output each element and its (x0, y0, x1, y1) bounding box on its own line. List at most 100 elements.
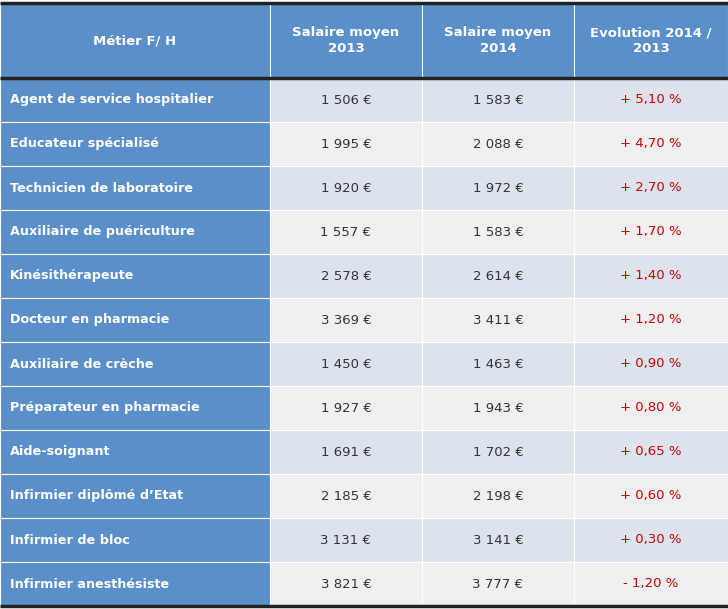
Text: 3 411 €: 3 411 € (472, 314, 523, 326)
Text: 1 943 €: 1 943 € (472, 401, 523, 415)
Bar (0, 166, 270, 210)
Bar (422, 474, 574, 518)
Text: + 0,80 %: + 0,80 % (620, 401, 681, 415)
Bar (0, 210, 270, 254)
Text: Infirmier diplômé d’Etat: Infirmier diplômé d’Etat (10, 490, 183, 502)
Bar (574, 254, 728, 298)
Text: 1 583 €: 1 583 € (472, 225, 523, 239)
Text: 1 920 €: 1 920 € (320, 181, 371, 194)
Text: 1 463 €: 1 463 € (472, 357, 523, 370)
Text: Educateur spécialisé: Educateur spécialisé (10, 138, 159, 150)
Bar (0, 298, 270, 342)
Text: Agent de service hospitalier: Agent de service hospitalier (10, 94, 213, 107)
Text: + 0,65 %: + 0,65 % (620, 446, 681, 459)
Text: Infirmier anesthésiste: Infirmier anesthésiste (10, 577, 169, 591)
Text: 3 141 €: 3 141 € (472, 533, 523, 546)
Text: 2 614 €: 2 614 € (472, 270, 523, 283)
Bar (422, 518, 574, 562)
Bar (0, 78, 270, 122)
Bar (270, 298, 422, 342)
Bar (270, 562, 422, 606)
Bar (422, 122, 574, 166)
Text: 2 578 €: 2 578 € (320, 270, 371, 283)
Bar (574, 474, 728, 518)
Bar (574, 298, 728, 342)
Text: + 1,70 %: + 1,70 % (620, 225, 682, 239)
Text: 1 927 €: 1 927 € (320, 401, 371, 415)
Bar (270, 78, 422, 122)
Text: + 4,70 %: + 4,70 % (620, 138, 681, 150)
Text: 1 972 €: 1 972 € (472, 181, 523, 194)
Text: 2 185 €: 2 185 € (320, 490, 371, 502)
Bar (422, 562, 574, 606)
Text: + 0,30 %: + 0,30 % (620, 533, 681, 546)
Bar (422, 430, 574, 474)
Text: + 0,90 %: + 0,90 % (620, 357, 681, 370)
Bar (574, 3, 728, 78)
Bar (0, 342, 270, 386)
Bar (422, 254, 574, 298)
Text: Métier F/ H: Métier F/ H (93, 34, 177, 47)
Bar (0, 122, 270, 166)
Text: 3 821 €: 3 821 € (320, 577, 371, 591)
Text: + 2,70 %: + 2,70 % (620, 181, 682, 194)
Bar (270, 122, 422, 166)
Text: Aide-soignant: Aide-soignant (10, 446, 111, 459)
Text: + 1,40 %: + 1,40 % (620, 270, 681, 283)
Bar (574, 122, 728, 166)
Bar (422, 298, 574, 342)
Text: Auxiliaire de puériculture: Auxiliaire de puériculture (10, 225, 195, 239)
Bar (270, 254, 422, 298)
Text: 3 369 €: 3 369 € (320, 314, 371, 326)
Bar (574, 78, 728, 122)
Text: 1 583 €: 1 583 € (472, 94, 523, 107)
Bar (270, 518, 422, 562)
Text: Infirmier de bloc: Infirmier de bloc (10, 533, 130, 546)
Bar (270, 342, 422, 386)
Text: 1 506 €: 1 506 € (320, 94, 371, 107)
Bar (0, 518, 270, 562)
Text: + 5,10 %: + 5,10 % (620, 94, 682, 107)
Text: 2 088 €: 2 088 € (472, 138, 523, 150)
Bar (270, 3, 422, 78)
Bar (574, 166, 728, 210)
Text: 1 995 €: 1 995 € (320, 138, 371, 150)
Text: + 0,60 %: + 0,60 % (620, 490, 681, 502)
Bar (270, 166, 422, 210)
Text: 3 131 €: 3 131 € (320, 533, 371, 546)
Bar (574, 386, 728, 430)
Bar (0, 474, 270, 518)
Text: 1 450 €: 1 450 € (320, 357, 371, 370)
Text: 1 691 €: 1 691 € (320, 446, 371, 459)
Bar (0, 254, 270, 298)
Bar (422, 166, 574, 210)
Bar (422, 3, 574, 78)
Text: Kinésithérapeute: Kinésithérapeute (10, 270, 135, 283)
Bar (0, 562, 270, 606)
Bar (574, 562, 728, 606)
Text: Préparateur en pharmacie: Préparateur en pharmacie (10, 401, 199, 415)
Bar (422, 210, 574, 254)
Text: 2 198 €: 2 198 € (472, 490, 523, 502)
Text: - 1,20 %: - 1,20 % (623, 577, 678, 591)
Text: Salaire moyen
2013: Salaire moyen 2013 (293, 26, 400, 55)
Bar (574, 518, 728, 562)
Text: Auxiliaire de crèche: Auxiliaire de crèche (10, 357, 154, 370)
Bar (270, 430, 422, 474)
Text: Technicien de laboratoire: Technicien de laboratoire (10, 181, 193, 194)
Bar (574, 430, 728, 474)
Bar (422, 78, 574, 122)
Text: 1 557 €: 1 557 € (320, 225, 371, 239)
Text: Salaire moyen
2014: Salaire moyen 2014 (444, 26, 552, 55)
Bar (422, 386, 574, 430)
Text: Docteur en pharmacie: Docteur en pharmacie (10, 314, 170, 326)
Bar (574, 210, 728, 254)
Bar (422, 342, 574, 386)
Text: 1 702 €: 1 702 € (472, 446, 523, 459)
Bar (270, 210, 422, 254)
Bar (270, 386, 422, 430)
Text: + 1,20 %: + 1,20 % (620, 314, 682, 326)
Bar (0, 386, 270, 430)
Bar (574, 342, 728, 386)
Bar (0, 3, 270, 78)
